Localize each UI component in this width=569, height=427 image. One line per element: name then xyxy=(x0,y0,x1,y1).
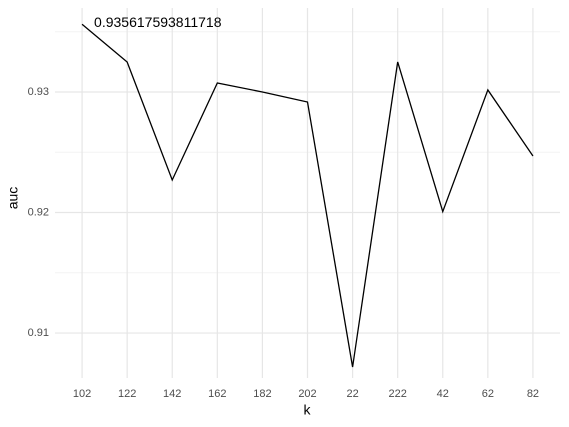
x-tick-label: 202 xyxy=(298,388,316,400)
x-tick-label: 162 xyxy=(208,388,226,400)
line xyxy=(81,23,534,368)
x-tick-label: 122 xyxy=(118,388,136,400)
y-axis-title: auc xyxy=(5,187,21,210)
annotation: 0.935617593811718 xyxy=(94,14,222,30)
y-tick-label: 0.93 xyxy=(28,86,49,98)
x-tick-label: 62 xyxy=(482,388,494,400)
x-axis-title: k xyxy=(304,402,312,418)
x-tick-label: 42 xyxy=(437,388,449,400)
x-tick-label: 22 xyxy=(346,388,358,400)
x-tick-label: 102 xyxy=(73,388,91,400)
x-tick-label: 82 xyxy=(527,388,539,400)
y-tick-label: 0.91 xyxy=(28,327,49,339)
y-tick-label: 0.92 xyxy=(28,206,49,218)
x-tick-label: 182 xyxy=(253,388,271,400)
x-tick-label: 142 xyxy=(163,388,181,400)
x-tick-label: 222 xyxy=(388,388,406,400)
